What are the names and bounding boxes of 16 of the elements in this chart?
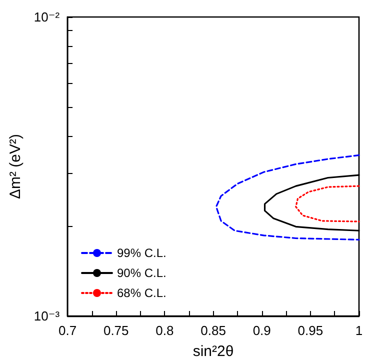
y-tick-label: 10⁻³: [34, 308, 60, 324]
x-tick-label: 0.85: [200, 323, 226, 338]
x-tick-label: 0.7: [58, 323, 77, 338]
y-tick-label: 10⁻²: [34, 10, 60, 24]
x-tick-label: 0.9: [252, 323, 271, 338]
legend-label: 90% C.L.: [117, 266, 166, 280]
x-tick-label: 0.8: [156, 323, 174, 338]
line-series: [215, 154, 360, 240]
x-axis-title: sin²2θ: [192, 343, 234, 360]
legend-label: 99% C.L.: [117, 246, 166, 260]
x-tick-label: 0.75: [103, 323, 129, 338]
line-series: [295, 185, 360, 222]
x-tick-label: 0.95: [298, 323, 324, 338]
y-axis-title: Δm² (eV²): [7, 134, 24, 200]
x-tick-label: 1: [355, 323, 363, 338]
legend-label: 68% C.L.: [117, 286, 166, 300]
